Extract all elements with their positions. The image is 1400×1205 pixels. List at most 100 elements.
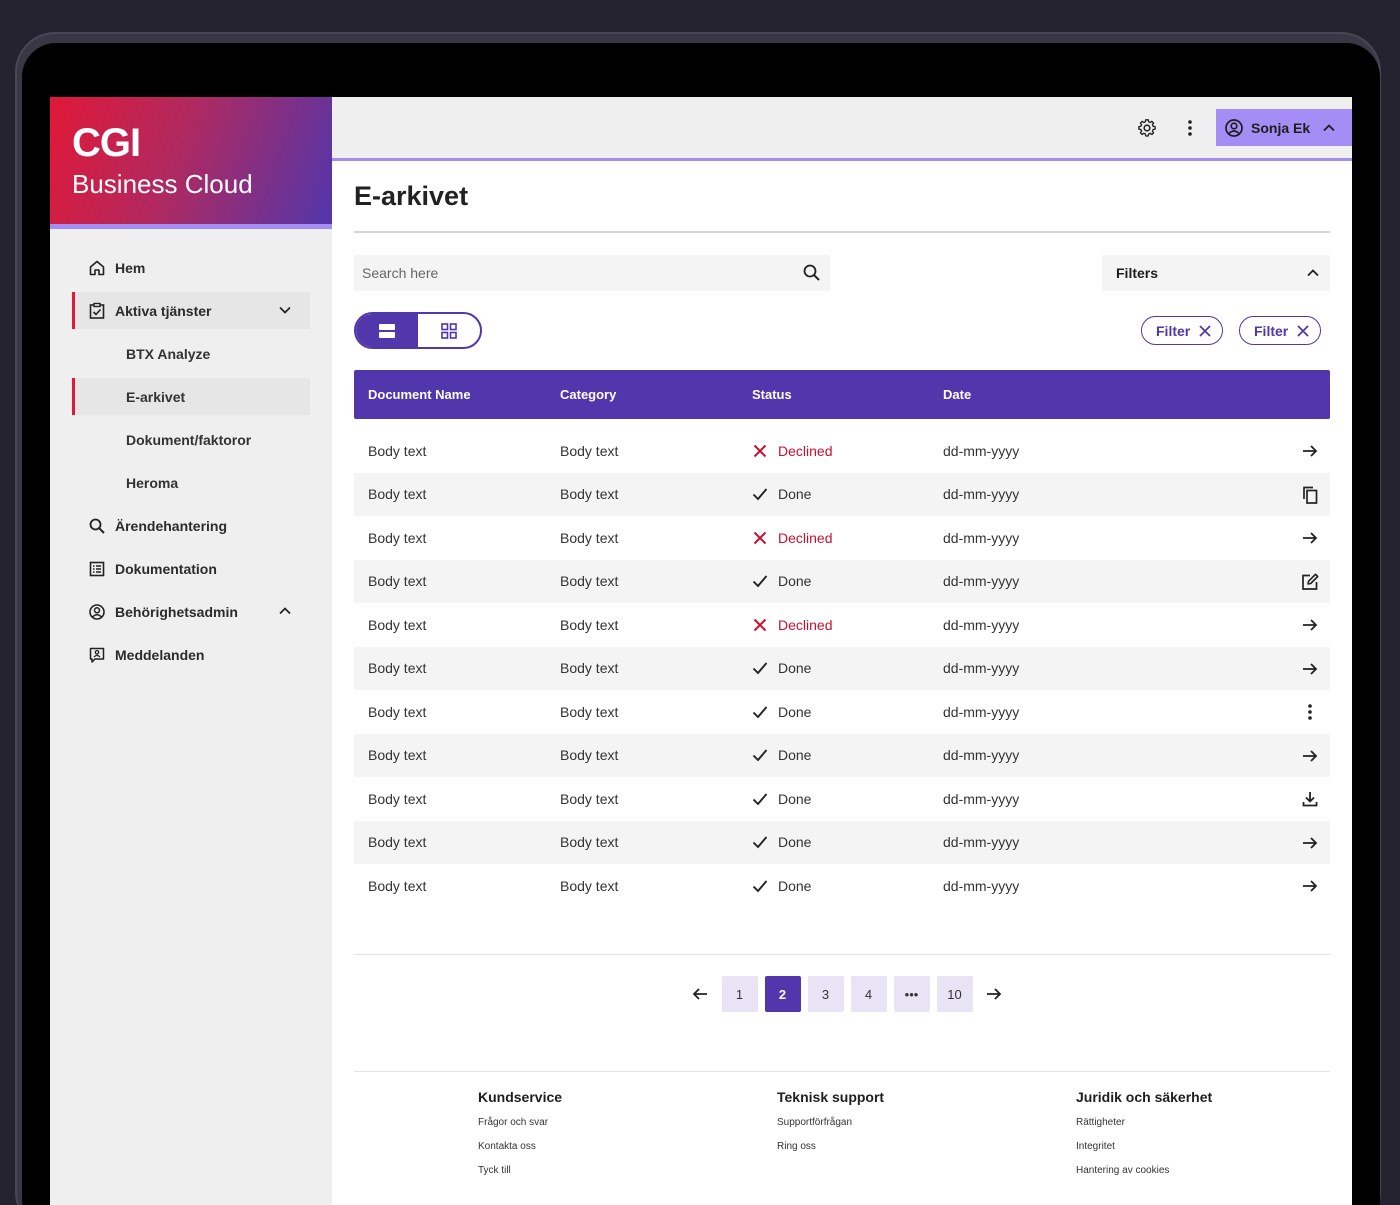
filter-chip[interactable]: Filter: [1239, 316, 1322, 345]
arrow-right-icon[interactable]: [1300, 746, 1320, 766]
grid-view-button[interactable]: [418, 314, 480, 347]
column-header-date[interactable]: Date: [943, 387, 972, 402]
sidebar-item-behorighetsadmin[interactable]: Behörighetsadmin: [72, 593, 310, 630]
table-row[interactable]: Body text Body text Declined dd-mm-yyyy: [354, 516, 1330, 560]
arrow-right-icon[interactable]: [1300, 833, 1320, 853]
arrow-right-icon[interactable]: [1300, 441, 1320, 461]
table-row[interactable]: Body text Body text Done dd-mm-yyyy: [354, 646, 1330, 690]
table-row[interactable]: Body text Body text Declined dd-mm-yyyy: [354, 603, 1330, 647]
document-list-icon: [88, 560, 106, 578]
sidebar-nav: Hem Aktiva tjänster BTX Analyze E-arkive…: [50, 229, 332, 673]
footer-link[interactable]: Frågor och svar: [478, 1117, 549, 1128]
search-input[interactable]: Search here: [354, 255, 830, 291]
cell-document-name: Body text: [368, 790, 427, 807]
table-row[interactable]: Body text Body text Done dd-mm-yyyy: [354, 864, 1330, 908]
table-row[interactable]: Body text Body text Declined dd-mm-yyyy: [354, 429, 1330, 473]
table-row[interactable]: Body text Body text Done dd-mm-yyyy: [354, 690, 1330, 734]
edit-icon[interactable]: [1300, 572, 1320, 592]
check-icon: [752, 573, 768, 589]
footer-link[interactable]: Integritet: [1076, 1141, 1115, 1152]
sidebar: CGI Business Cloud Hem Aktiva tjänster: [50, 97, 332, 1205]
footer-link[interactable]: Hantering av cookies: [1076, 1165, 1170, 1176]
close-icon[interactable]: [1296, 324, 1310, 338]
list-view-button[interactable]: [356, 314, 418, 347]
sidebar-item-aktiva-tjanster[interactable]: Aktiva tjänster: [72, 292, 310, 329]
footer-column-teknisk-support: Teknisk support Supportförfrågan Ring os…: [777, 1089, 884, 1165]
arrow-right-icon[interactable]: [1300, 659, 1320, 679]
footer-link[interactable]: Supportförfrågan: [777, 1117, 853, 1128]
view-toggle: [354, 312, 482, 349]
cell-status: Declined: [738, 443, 929, 459]
cell-document-name: Body text: [368, 877, 427, 894]
page-button[interactable]: 10: [936, 976, 973, 1012]
download-icon[interactable]: [1300, 789, 1320, 809]
gear-icon[interactable]: [1136, 117, 1158, 139]
sidebar-item-label: Behörighetsadmin: [115, 603, 238, 620]
sidebar-item-label: BTX Analyze: [126, 345, 211, 362]
sidebar-item-meddelanden[interactable]: Meddelanden: [72, 636, 310, 673]
copy-icon[interactable]: [1300, 485, 1320, 505]
table-row[interactable]: Body text Body text Done dd-mm-yyyy: [354, 733, 1330, 777]
sidebar-item-e-arkivet[interactable]: E-arkivet: [72, 378, 310, 415]
table-row[interactable]: Body text Body text Done dd-mm-yyyy: [354, 777, 1330, 821]
page-button[interactable]: 1: [721, 976, 758, 1012]
arrow-left-icon[interactable]: [688, 976, 712, 1012]
status-label: Done: [778, 747, 812, 764]
sidebar-item-hem[interactable]: Hem: [72, 249, 310, 286]
cell-document-name: Body text: [368, 442, 427, 459]
column-header-status[interactable]: Status: [752, 387, 792, 402]
arrow-right-icon[interactable]: [982, 976, 1006, 1012]
grid-view-icon: [440, 322, 458, 340]
status-label: Done: [778, 660, 812, 677]
sidebar-item-arendehantering[interactable]: Ärendehantering: [72, 507, 310, 544]
clipboard-check-icon: [88, 302, 106, 320]
arrow-right-icon[interactable]: [1300, 528, 1320, 548]
page-button[interactable]: 3: [807, 976, 844, 1012]
filters-dropdown[interactable]: Filters: [1102, 255, 1330, 291]
footer-link[interactable]: Ring oss: [777, 1141, 816, 1152]
cell-document-name: Body text: [368, 486, 427, 503]
chevron-up-icon[interactable]: [278, 604, 292, 621]
cell-document-name: Body text: [368, 703, 427, 720]
column-header-document-name[interactable]: Document Name: [368, 387, 471, 402]
search-icon: [88, 517, 106, 535]
footer-link[interactable]: Rättigheter: [1076, 1117, 1125, 1128]
sidebar-item-dokumentation[interactable]: Dokumentation: [72, 550, 310, 587]
sidebar-item-heroma[interactable]: Heroma: [72, 464, 310, 501]
main-content: E-arkivet Search here Filters: [354, 161, 1330, 1176]
table-row[interactable]: Body text Body text Done dd-mm-yyyy: [354, 472, 1330, 516]
page-ellipsis-button[interactable]: •••: [893, 976, 930, 1012]
sidebar-item-label: Dokument/faktoror: [126, 431, 252, 448]
footer-heading: Kundservice: [478, 1089, 563, 1105]
page-button[interactable]: 4: [850, 976, 887, 1012]
search-icon[interactable]: [802, 263, 822, 286]
column-header-category[interactable]: Category: [560, 387, 617, 402]
pagination: 1 2 3 4 ••• 10: [688, 976, 1006, 1012]
page-button[interactable]: 2: [764, 976, 801, 1012]
cell-document-name: Body text: [368, 616, 427, 633]
check-icon: [752, 834, 768, 850]
more-vertical-icon[interactable]: [1179, 117, 1201, 139]
more-vertical-icon[interactable]: [1300, 702, 1320, 722]
table-row[interactable]: Body text Body text Done dd-mm-yyyy: [354, 559, 1330, 603]
table-row[interactable]: Body text Body text Done dd-mm-yyyy: [354, 820, 1330, 864]
footer-link[interactable]: Tyck till: [478, 1165, 511, 1176]
arrow-right-icon[interactable]: [1300, 876, 1320, 896]
sidebar-item-btx-analyze[interactable]: BTX Analyze: [72, 335, 310, 372]
filter-chip[interactable]: Filter: [1141, 316, 1224, 345]
cell-category: Body text: [560, 747, 619, 764]
cell-category: Body text: [560, 703, 619, 720]
cell-category: Body text: [560, 790, 619, 807]
status-label: Done: [778, 486, 812, 503]
user-menu-button[interactable]: Sonja Ek: [1216, 109, 1352, 146]
close-icon[interactable]: [1198, 324, 1212, 338]
sidebar-item-dokument-faktoror[interactable]: Dokument/faktoror: [72, 421, 310, 458]
divider: [354, 1071, 1330, 1072]
status-label: Done: [778, 573, 812, 590]
cell-status: Declined: [738, 530, 929, 546]
chevron-down-icon[interactable]: [278, 303, 292, 320]
brand-name: Business Cloud: [72, 169, 253, 199]
arrow-right-icon[interactable]: [1300, 615, 1320, 635]
footer-link[interactable]: Kontakta oss: [478, 1141, 536, 1152]
documents-table: Document Name Category Status Date Body …: [354, 370, 1330, 908]
